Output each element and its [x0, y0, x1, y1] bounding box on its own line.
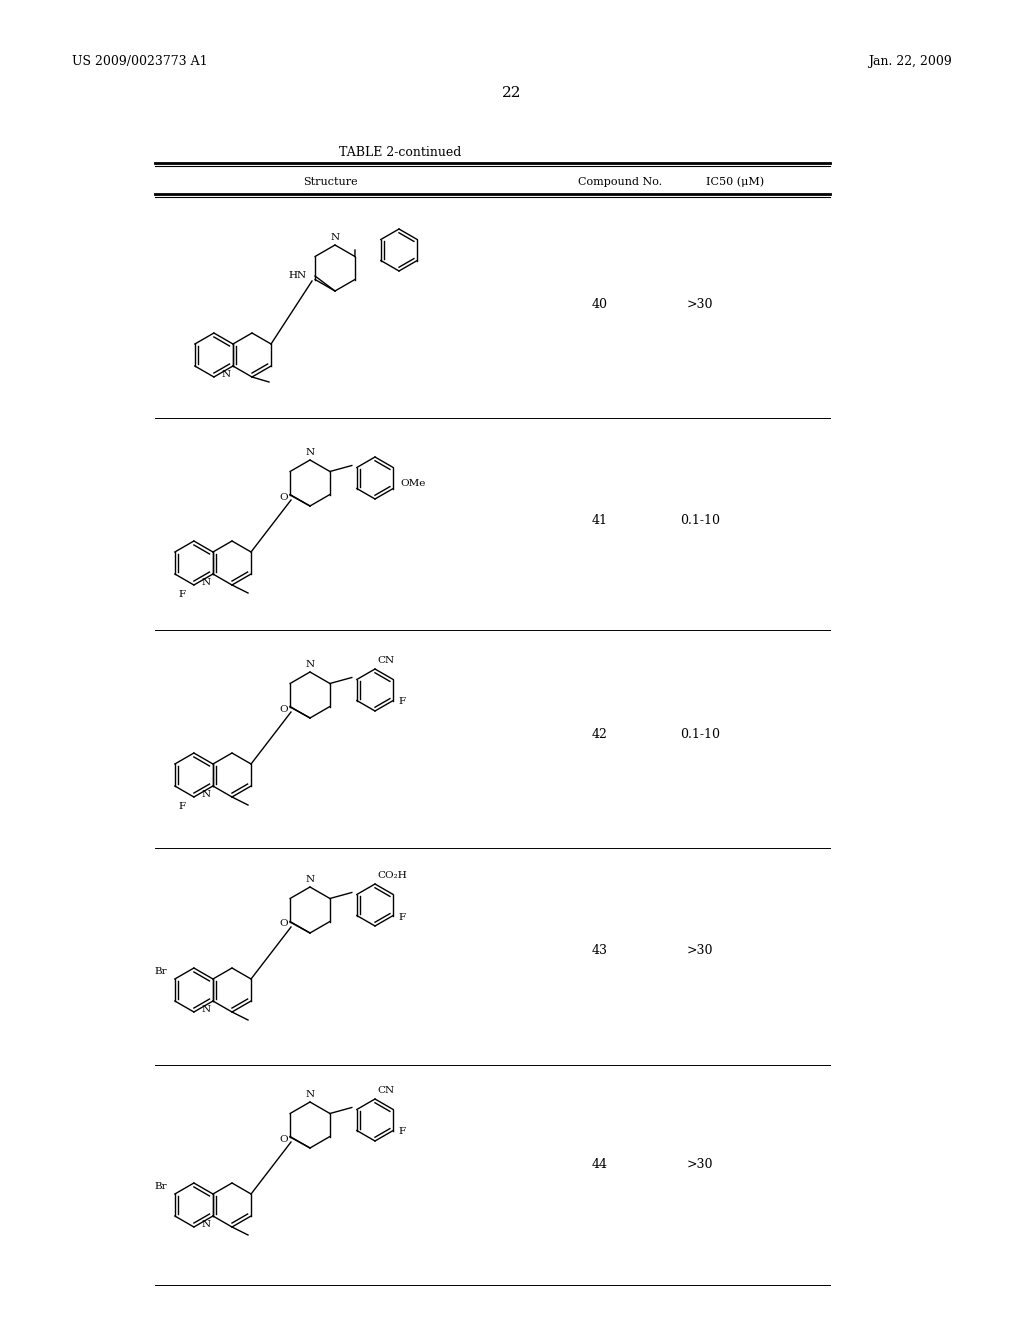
- Text: O: O: [280, 492, 288, 502]
- Text: O: O: [280, 1134, 288, 1143]
- Text: 22: 22: [502, 86, 522, 100]
- Text: Br: Br: [155, 1181, 167, 1191]
- Text: N: N: [202, 789, 211, 799]
- Text: 0.1-10: 0.1-10: [680, 513, 720, 527]
- Text: >30: >30: [687, 944, 714, 957]
- Text: >30: >30: [687, 298, 714, 312]
- Text: N: N: [331, 234, 340, 242]
- Text: 42: 42: [592, 729, 608, 742]
- Text: OMe: OMe: [400, 479, 425, 487]
- Text: CO₂H: CO₂H: [377, 871, 407, 880]
- Text: N: N: [305, 447, 314, 457]
- Text: Br: Br: [155, 968, 167, 975]
- Text: IC50 (μM): IC50 (μM): [706, 177, 764, 187]
- Text: 40: 40: [592, 298, 608, 312]
- Text: TABLE 2-continued: TABLE 2-continued: [339, 145, 461, 158]
- Text: Structure: Structure: [303, 177, 357, 187]
- Text: F: F: [398, 912, 406, 921]
- Text: N: N: [202, 1005, 211, 1014]
- Text: HN: HN: [289, 272, 307, 281]
- Text: N: N: [305, 660, 314, 669]
- Text: F: F: [398, 697, 406, 706]
- Text: 0.1-10: 0.1-10: [680, 729, 720, 742]
- Text: US 2009/0023773 A1: US 2009/0023773 A1: [72, 55, 208, 69]
- Text: N: N: [305, 875, 314, 884]
- Text: F: F: [179, 803, 186, 810]
- Text: Compound No.: Compound No.: [578, 177, 663, 187]
- Text: N: N: [305, 1090, 314, 1100]
- Text: 43: 43: [592, 944, 608, 957]
- Text: 41: 41: [592, 513, 608, 527]
- Text: F: F: [179, 590, 186, 599]
- Text: F: F: [398, 1127, 406, 1137]
- Text: CN: CN: [377, 1086, 394, 1096]
- Text: N: N: [222, 370, 231, 379]
- Text: N: N: [202, 578, 211, 587]
- Text: O: O: [280, 920, 288, 928]
- Text: CN: CN: [377, 656, 394, 665]
- Text: 44: 44: [592, 1159, 608, 1172]
- Text: Jan. 22, 2009: Jan. 22, 2009: [868, 55, 952, 69]
- Text: O: O: [280, 705, 288, 714]
- Text: N: N: [202, 1220, 211, 1229]
- Text: >30: >30: [687, 1159, 714, 1172]
